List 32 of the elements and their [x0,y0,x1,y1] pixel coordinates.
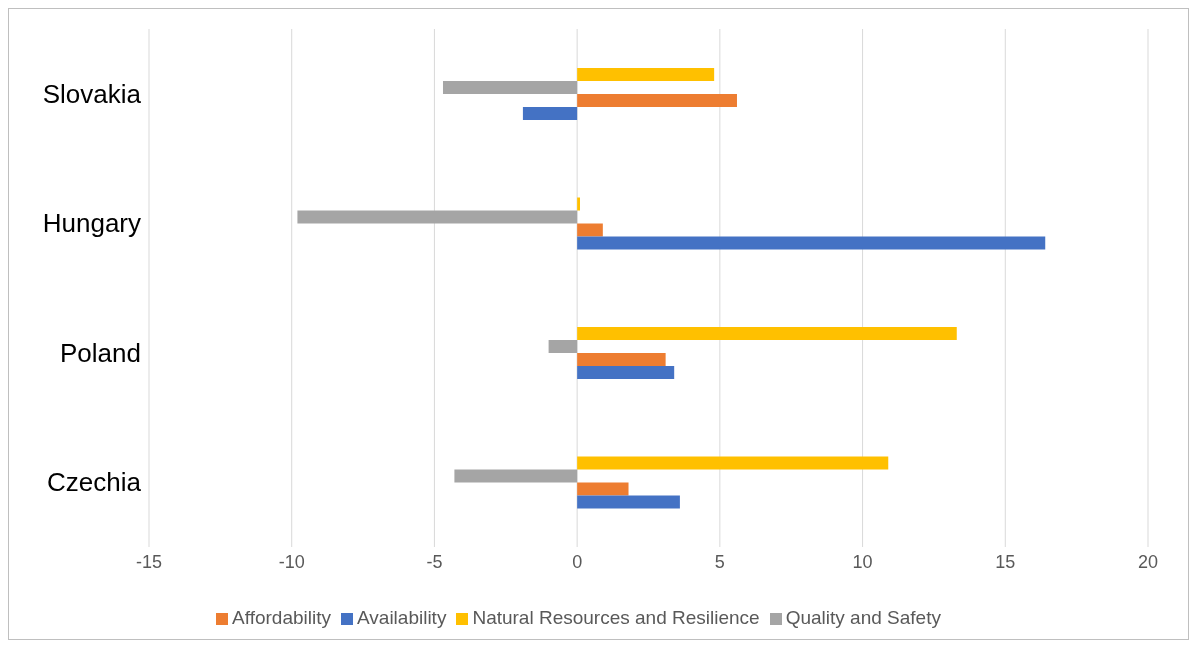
y-tick-label: Poland [60,337,141,368]
y-tick-label: Hungary [42,208,141,239]
legend-label: Natural Resources and Resilience [472,607,760,628]
bar [577,94,737,107]
x-tick-label: -5 [426,551,443,572]
x-tick-label: -15 [135,551,163,572]
bar [577,495,680,509]
x-tick-label: 20 [1137,551,1159,572]
x-tick-label: -10 [278,551,305,572]
bar [297,210,578,224]
bar [442,81,578,94]
bar [577,366,675,379]
bar [577,197,580,211]
bar [577,482,629,496]
bar [577,456,889,470]
y-tick-label: Slovakia [42,78,142,109]
x-tick-label: 5 [714,551,725,572]
bar [577,353,666,366]
legend-label: Affordability [232,607,331,628]
bar [577,223,603,237]
bar [577,327,957,340]
legend-label: Availability [356,607,447,628]
bar [577,68,715,81]
bar [522,107,578,120]
x-tick-label: 0 [572,551,583,572]
y-tick-label: Czechia [47,467,142,498]
x-tick-label: 10 [852,551,873,572]
bar [454,469,578,483]
x-tick-label: 15 [995,551,1016,572]
legend-label: Quality and Safety [785,607,941,628]
bar [548,340,578,353]
bar [577,236,1046,250]
